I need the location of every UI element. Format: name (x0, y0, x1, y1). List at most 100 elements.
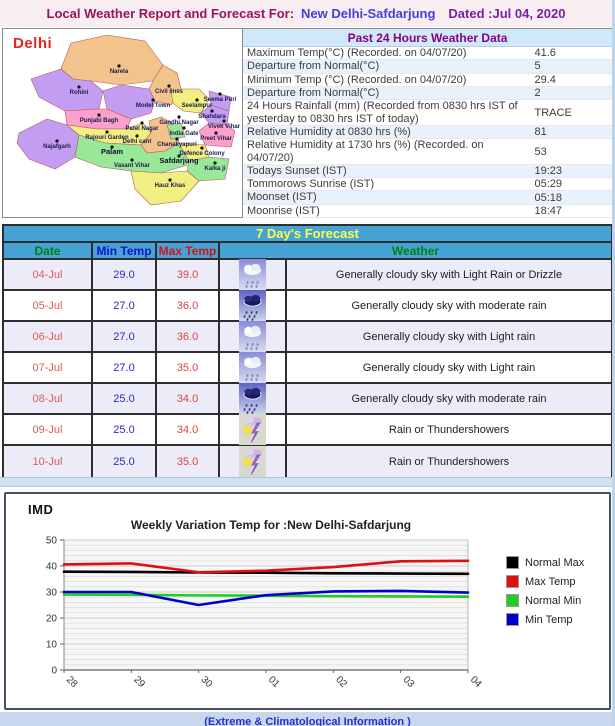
past-24-hours-rows: Maximum Temp(°C) (Recorded. on 04/07/20)… (243, 47, 612, 219)
footer-bar: (Extreme & Climatological Information ) (0, 712, 615, 726)
forecast-date-cell: 04-Jul (4, 260, 93, 291)
map-region-label: Vasant Vihar (114, 163, 151, 169)
forecast-date-cell: 06-Jul (4, 322, 93, 353)
row-label: Departure from Normal(°C) (247, 60, 380, 73)
table-row: Relative Humidity at 0830 hrs (%) 81 (243, 125, 612, 140)
forecast-date-cell: 05-Jul (4, 291, 93, 322)
forecast-max-temp-cell: 34.0 (157, 384, 220, 415)
title-dated: Dated :Jul 04, 2020 (448, 6, 566, 21)
y-tick-label: 40 (46, 562, 58, 573)
row-label: Maximum Temp(°C) (Recorded. on 04/07/20) (247, 47, 467, 59)
forecast-min-temp-cell: 29.0 (93, 260, 157, 291)
forecast-weather-icon-cell (220, 290, 287, 322)
forecast-weather-text-cell: Generally cloudy sky with Light Rain or … (287, 260, 611, 291)
forecast-weather-icon-cell (220, 352, 287, 384)
row-value: 29.4 (534, 73, 556, 86)
row-label: Moonrise (IST) (247, 204, 320, 217)
extreme-climatological-link[interactable]: (Extreme & Climatological Information ) (204, 716, 411, 726)
map-region-label: Model Town (136, 103, 171, 109)
map-dot (140, 121, 144, 125)
delhi-map-panel: Narela Rohini Civil lines Model Town Seelamp… (2, 28, 243, 218)
forecast-min-temp-cell: 27.0 (93, 353, 157, 384)
x-tick-label: 04 (468, 674, 484, 690)
cloud-light-rain-icon (239, 321, 266, 352)
map-dot (222, 119, 226, 123)
series-line-normal-max (62, 570, 470, 576)
forecast-weather-icon-cell (220, 446, 287, 477)
map-dot (195, 98, 199, 102)
forecast-weather-text-cell: Rain or Thundershowers (287, 415, 611, 446)
table-row: Todays Sunset (IST) 19:23 (243, 164, 612, 179)
map-dot (210, 109, 214, 113)
x-tick-label: 03 (401, 674, 417, 690)
chart-panel: IMD Weekly Variation Temp for :New Delhi… (4, 492, 611, 710)
map-region-label: Seema Puri (204, 97, 237, 103)
x-tick-label: 30 (199, 674, 215, 690)
row-value: 5 (534, 60, 541, 73)
y-tick-label: 30 (46, 588, 58, 599)
map-dot (182, 126, 186, 130)
map-dot (214, 131, 218, 135)
column-header-min-temp: Min Temp (93, 243, 157, 260)
map-dot (55, 139, 59, 143)
map-region-label: Najafgarh (43, 144, 71, 150)
chart-title: Weekly Variation Temp for :New Delhi-Saf… (130, 518, 412, 532)
x-tick-label: 29 (131, 674, 147, 690)
forecast-weather-text-cell: Generally cloudy sky with moderate rain (287, 291, 611, 322)
map-dot (135, 134, 139, 138)
forecast-max-temp-cell: 34.0 (157, 415, 220, 446)
y-tick-label: 20 (46, 614, 58, 625)
imd-logo: IMD (28, 502, 54, 517)
row-label: Relative Humidity at 0830 hrs (%) (247, 125, 411, 138)
y-tick-label: 10 (46, 640, 58, 651)
map-region-label: Gandhi Nagar (159, 120, 199, 126)
map-region-label: Delhi cant (123, 139, 152, 145)
forecast-weather-icon-cell (220, 321, 287, 353)
cloud-light-rain-icon (239, 352, 266, 383)
legend-label: Normal Max (525, 556, 585, 569)
legend-swatch (506, 575, 519, 588)
x-tick-label: 02 (333, 674, 349, 690)
map-region-label: Chanakyapuri (157, 142, 197, 148)
delhi-map-shapes (16, 34, 236, 206)
row-label: Tommorows Sunrise (IST) (247, 178, 375, 191)
map-dot (168, 178, 172, 182)
row-value: 81 (534, 126, 547, 139)
forecast-min-temp-cell: 27.0 (93, 322, 157, 353)
forecast-max-temp-cell: 36.0 (157, 322, 220, 353)
legend-item: Max Temp (506, 575, 584, 588)
forecast-weather-text-cell: Generally cloudy sky with moderate rain (287, 384, 611, 415)
table-row: Departure from Normal(°C) 5 (243, 60, 612, 74)
legend-label: Max Temp (525, 575, 576, 588)
cloud-light-rain-icon (239, 259, 266, 290)
temperature-line-chart: 0 10 20 30 40 50 28 29 30 01 02 03 04 (46, 536, 484, 691)
row-value: 05:18 (534, 191, 563, 204)
column-header-date: Date (4, 243, 93, 260)
map-region-label: Seelampur (182, 103, 213, 109)
row-value: 53 (534, 145, 547, 158)
forecast-date-cell: 08-Jul (4, 384, 93, 415)
table-row: Moonset (IST) 05:18 (243, 191, 612, 205)
map-dot (167, 84, 171, 88)
row-label: 24 Hours Rainfall (mm) (Recorded from 08… (247, 100, 518, 125)
map-region-label: Rohini (70, 90, 89, 96)
plot-background (64, 540, 468, 670)
map-region-label: India Gate (169, 131, 199, 137)
cloud-moderate-rain-icon (239, 290, 266, 321)
map-dot (218, 92, 222, 96)
map-dot (200, 146, 204, 150)
legend-item: Min Temp (506, 613, 584, 626)
title-prefix: Local Weather Report and Forecast For: (46, 6, 295, 21)
map-dot (175, 137, 179, 141)
table-row: Departure from Normal(°C) 2 (243, 86, 612, 101)
thundershower-icon (239, 414, 266, 445)
past-24-hours-panel: Past 24 Hours Weather Data Maximum Temp(… (243, 28, 613, 219)
row-label: Departure from Normal(°C) (247, 86, 380, 99)
table-row: Moonrise (IST) 18:47 (243, 204, 612, 219)
map-title: Delhi (13, 35, 53, 52)
column-header-weather: Weather (220, 243, 611, 260)
map-region-label: Shahdara (198, 114, 226, 120)
map-region-label: Rajouri Garden (85, 135, 129, 141)
map-region-label: Hauz Khas (155, 183, 186, 189)
